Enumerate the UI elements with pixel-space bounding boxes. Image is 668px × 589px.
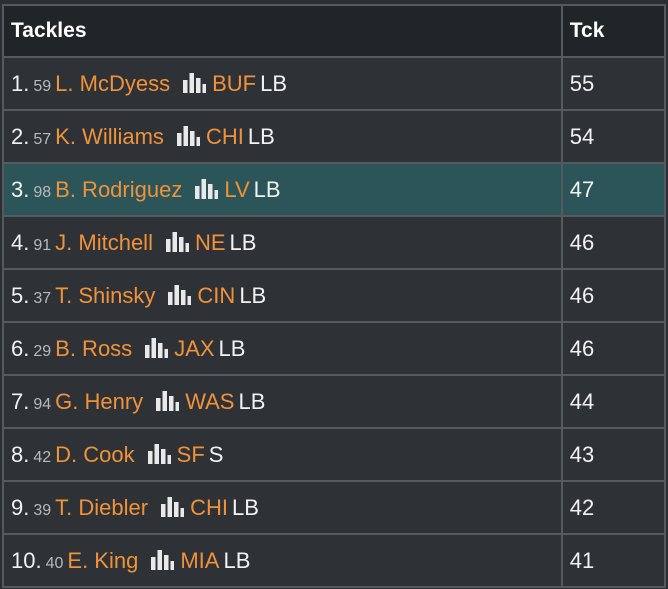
jersey-number: 29 xyxy=(33,342,52,360)
tackles-value: 54 xyxy=(560,109,667,164)
position-label: LB xyxy=(260,70,287,96)
table-row[interactable]: 7. 94 G. Henry WAS LB 44 xyxy=(2,374,667,429)
rank-label: 8. xyxy=(11,441,30,467)
team-link[interactable]: CHI xyxy=(190,494,228,520)
table-body: 1. 59 L. McDyess BUF LB 55 2. 57 K. Williams CHI L… xyxy=(2,56,667,588)
team-link[interactable]: LV xyxy=(224,176,250,202)
position-label: LB xyxy=(229,229,257,255)
player-name-link[interactable]: B. Ross xyxy=(55,335,133,361)
team-link[interactable]: WAS xyxy=(185,388,235,414)
bar-chart-icon[interactable] xyxy=(150,548,175,570)
table-row[interactable]: 6. 29 B. Ross JAX LB 46 xyxy=(2,321,667,376)
bar-chart-icon[interactable] xyxy=(194,177,219,199)
team-link[interactable]: MIA xyxy=(180,547,220,573)
tackles-value: 44 xyxy=(560,374,667,429)
player-cell: 9. 39 T. Diebler CHI LB xyxy=(2,480,563,535)
bar-chart-icon[interactable] xyxy=(160,495,185,517)
rank-label: 5. xyxy=(11,282,30,308)
bar-chart-icon[interactable] xyxy=(167,283,192,305)
team-link[interactable]: NE xyxy=(194,229,226,255)
player-name-link[interactable]: J. Mitchell xyxy=(55,229,153,255)
table-header-row: Tackles Tck xyxy=(2,4,667,58)
bar-chart-icon[interactable] xyxy=(176,124,200,146)
column-header-tck[interactable]: Tck xyxy=(560,4,667,58)
table-row[interactable]: 1. 59 L. McDyess BUF LB 55 xyxy=(2,56,667,111)
player-name-link[interactable]: E. King xyxy=(67,547,139,573)
jersey-number: 42 xyxy=(33,448,52,466)
player-cell: 3. 98 B. Rodriguez LV LB xyxy=(2,162,563,217)
player-name-link[interactable]: T. Shinsky xyxy=(55,282,156,308)
player-name-link[interactable]: G. Henry xyxy=(55,388,144,414)
player-name-link[interactable]: L. McDyess xyxy=(55,70,171,96)
team-link[interactable]: CHI xyxy=(205,123,244,149)
tackles-value: 47 xyxy=(560,162,667,217)
bar-chart-icon[interactable] xyxy=(165,230,189,252)
jersey-number: 91 xyxy=(33,236,52,254)
jersey-number: 59 xyxy=(33,77,52,95)
jersey-number: 40 xyxy=(45,554,64,572)
jersey-number: 57 xyxy=(33,130,52,148)
player-name-link[interactable]: K. Williams xyxy=(55,123,164,149)
table-row[interactable]: 2. 57 K. Williams CHI LB 54 xyxy=(2,109,667,164)
team-link[interactable]: BUF xyxy=(212,70,257,96)
tackles-leaderboard: Tackles Tck 1. 59 L. McDyess BUF LB 55 2. 57 K. … xyxy=(2,4,667,588)
tackles-value: 46 xyxy=(560,215,667,270)
tackles-value: 42 xyxy=(560,480,667,535)
jersey-number: 94 xyxy=(33,395,52,413)
position-label: LB xyxy=(253,176,281,202)
table-row[interactable]: 9. 39 T. Diebler CHI LB 42 xyxy=(2,480,667,535)
table-row[interactable]: 10. 40 E. King MIA LB 41 xyxy=(2,533,667,588)
player-cell: 2. 57 K. Williams CHI LB xyxy=(2,109,563,164)
jersey-number: 37 xyxy=(33,289,52,307)
position-label: LB xyxy=(231,494,259,520)
rank-label: 9. xyxy=(11,494,30,520)
column-header-tackles[interactable]: Tackles xyxy=(2,4,563,58)
table-row[interactable]: 4. 91 J. Mitchell NE LB 46 xyxy=(2,215,667,270)
bar-chart-icon[interactable] xyxy=(182,71,207,93)
rank-label: 3. xyxy=(11,176,30,202)
position-label: S xyxy=(208,441,224,467)
player-cell: 6. 29 B. Ross JAX LB xyxy=(2,321,563,376)
bar-chart-icon[interactable] xyxy=(147,442,171,464)
team-link[interactable]: JAX xyxy=(174,335,215,361)
player-cell: 4. 91 J. Mitchell NE LB xyxy=(2,215,563,270)
tackles-value: 43 xyxy=(560,427,667,482)
rank-label: 2. xyxy=(11,123,30,149)
player-cell: 1. 59 L. McDyess BUF LB xyxy=(2,56,563,111)
bar-chart-icon[interactable] xyxy=(155,389,180,411)
table-row[interactable]: 8. 42 D. Cook SF S 43 xyxy=(2,427,667,482)
team-link[interactable]: CIN xyxy=(197,282,236,308)
jersey-number: 39 xyxy=(33,501,52,519)
player-cell: 8. 42 D. Cook SF S xyxy=(2,427,563,482)
bar-chart-icon[interactable] xyxy=(144,336,169,358)
rank-label: 6. xyxy=(11,335,30,361)
team-link[interactable]: SF xyxy=(176,441,205,467)
tackles-value: 55 xyxy=(560,56,667,111)
tackles-value: 46 xyxy=(560,321,667,376)
tackles-value: 41 xyxy=(560,533,667,588)
rank-label: 4. xyxy=(11,229,30,255)
position-label: LB xyxy=(218,335,246,361)
player-name-link[interactable]: T. Diebler xyxy=(55,494,149,520)
position-label: LB xyxy=(247,123,275,149)
player-cell: 10. 40 E. King MIA LB xyxy=(2,533,563,588)
table-row[interactable]: 3. 98 B. Rodriguez LV LB 47 xyxy=(2,162,667,217)
tackles-value: 46 xyxy=(560,268,667,323)
jersey-number: 98 xyxy=(33,183,52,201)
player-name-link[interactable]: B. Rodriguez xyxy=(55,176,183,202)
rank-label: 10. xyxy=(11,547,42,573)
rank-label: 7. xyxy=(11,388,30,414)
position-label: LB xyxy=(238,388,266,414)
rank-label: 1. xyxy=(11,70,30,96)
player-name-link[interactable]: D. Cook xyxy=(55,441,135,467)
player-cell: 5. 37 T. Shinsky CIN LB xyxy=(2,268,563,323)
position-label: LB xyxy=(239,282,267,308)
position-label: LB xyxy=(223,547,251,573)
table-row[interactable]: 5. 37 T. Shinsky CIN LB 46 xyxy=(2,268,667,323)
player-cell: 7. 94 G. Henry WAS LB xyxy=(2,374,563,429)
